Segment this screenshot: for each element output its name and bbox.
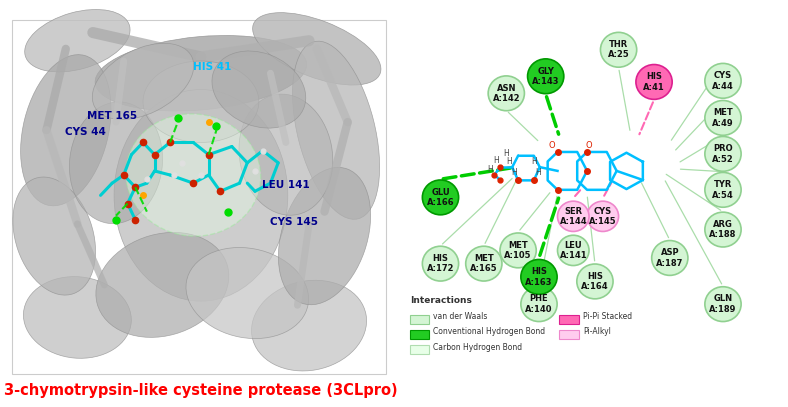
Ellipse shape <box>126 114 261 236</box>
Text: LEU 141: LEU 141 <box>262 180 310 190</box>
Text: HIS
A:164: HIS A:164 <box>581 272 609 291</box>
Ellipse shape <box>143 61 258 142</box>
Text: GLN
A:189: GLN A:189 <box>709 294 737 314</box>
Text: H: H <box>487 165 492 174</box>
Text: CYS
A:44: CYS A:44 <box>712 71 734 90</box>
Text: ASP
A:187: ASP A:187 <box>656 248 683 268</box>
Ellipse shape <box>96 232 229 337</box>
Circle shape <box>521 287 557 322</box>
Text: TYR
A:54: TYR A:54 <box>712 180 734 199</box>
Text: van der Waals: van der Waals <box>433 312 488 321</box>
Text: HIS
A:172: HIS A:172 <box>427 254 454 274</box>
Circle shape <box>704 212 741 247</box>
Text: O: O <box>585 141 593 150</box>
Circle shape <box>704 101 741 135</box>
Circle shape <box>600 33 637 67</box>
FancyBboxPatch shape <box>559 330 579 339</box>
Text: CYS
A:145: CYS A:145 <box>589 207 617 226</box>
Ellipse shape <box>92 43 194 120</box>
Circle shape <box>500 233 536 268</box>
Text: ARG
A:188: ARG A:188 <box>709 220 737 239</box>
Ellipse shape <box>20 55 111 206</box>
Ellipse shape <box>95 35 307 111</box>
Text: H: H <box>531 157 537 166</box>
FancyBboxPatch shape <box>12 20 386 374</box>
Ellipse shape <box>212 51 306 128</box>
Text: 3-chymotrypsin-like cysteine protease (3CLpro): 3-chymotrypsin-like cysteine protease (3… <box>4 383 398 398</box>
Text: GLU
A:166: GLU A:166 <box>426 188 455 207</box>
Text: LEU
A:141: LEU A:141 <box>559 241 587 260</box>
Circle shape <box>704 287 741 322</box>
Ellipse shape <box>278 167 370 305</box>
Text: Carbon Hydrogen Bond: Carbon Hydrogen Bond <box>433 343 522 352</box>
Ellipse shape <box>69 102 162 223</box>
Circle shape <box>587 201 619 232</box>
Text: H: H <box>504 149 509 158</box>
Text: HIS
A:41: HIS A:41 <box>643 72 665 92</box>
Text: SER
A:144: SER A:144 <box>559 207 587 226</box>
Text: HIS 41: HIS 41 <box>193 62 232 72</box>
Ellipse shape <box>253 13 381 85</box>
Circle shape <box>704 63 741 98</box>
Circle shape <box>557 235 589 265</box>
Text: Interactions: Interactions <box>410 296 472 305</box>
Text: PRO
A:52: PRO A:52 <box>712 144 734 164</box>
FancyBboxPatch shape <box>559 315 579 324</box>
Ellipse shape <box>292 41 380 219</box>
Text: Conventional Hydrogen Bond: Conventional Hydrogen Bond <box>433 327 545 337</box>
Circle shape <box>422 180 459 215</box>
Text: H: H <box>535 168 541 177</box>
Text: CYS 44: CYS 44 <box>65 127 106 137</box>
Text: HIS
A:163: HIS A:163 <box>526 267 552 287</box>
FancyBboxPatch shape <box>410 315 429 324</box>
Circle shape <box>466 246 502 281</box>
Text: Pi-Alkyl: Pi-Alkyl <box>583 327 611 337</box>
Circle shape <box>557 201 589 232</box>
Ellipse shape <box>24 9 130 72</box>
Text: MET
A:165: MET A:165 <box>470 254 498 274</box>
Circle shape <box>704 136 741 171</box>
Circle shape <box>488 76 525 111</box>
Text: MET
A:49: MET A:49 <box>712 108 734 128</box>
Text: CYS 145: CYS 145 <box>269 217 318 227</box>
Circle shape <box>528 59 564 94</box>
Ellipse shape <box>251 280 366 371</box>
Text: O: O <box>548 141 555 150</box>
Ellipse shape <box>239 94 333 215</box>
Circle shape <box>652 241 688 276</box>
Text: GLY
A:143: GLY A:143 <box>532 67 559 86</box>
Text: H: H <box>493 155 500 164</box>
Circle shape <box>521 260 557 294</box>
Ellipse shape <box>114 90 288 301</box>
Text: H: H <box>507 157 512 166</box>
Ellipse shape <box>186 247 309 339</box>
Text: THR
A:25: THR A:25 <box>608 40 630 59</box>
Circle shape <box>422 246 459 281</box>
Circle shape <box>636 65 672 99</box>
Text: MET 165: MET 165 <box>87 111 137 121</box>
Circle shape <box>704 173 741 207</box>
Circle shape <box>577 264 613 299</box>
FancyBboxPatch shape <box>410 330 429 339</box>
Text: MET
A:105: MET A:105 <box>504 241 532 260</box>
Text: H: H <box>511 168 517 177</box>
Ellipse shape <box>24 277 132 358</box>
FancyBboxPatch shape <box>410 345 429 354</box>
Text: PHE
A:140: PHE A:140 <box>526 294 552 314</box>
Ellipse shape <box>13 177 95 295</box>
Text: ASN
A:142: ASN A:142 <box>492 83 520 103</box>
Text: Pi-Pi Stacked: Pi-Pi Stacked <box>583 312 632 321</box>
